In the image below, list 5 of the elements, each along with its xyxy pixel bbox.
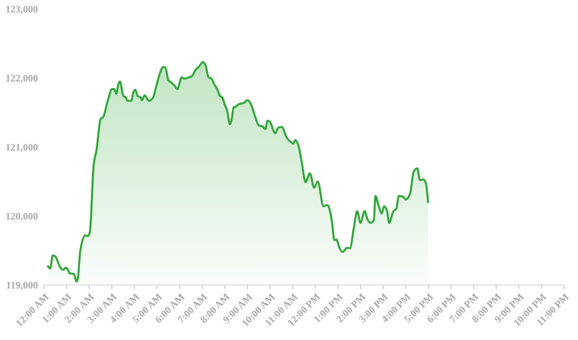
- y-tick-label: 123,000: [6, 4, 38, 16]
- y-tick-label: 122,000: [6, 74, 38, 84]
- y-tick-label: 119,000: [6, 280, 38, 292]
- y-tick-label: 121,000: [6, 142, 38, 154]
- y-tick-label: 120,000: [6, 212, 38, 222]
